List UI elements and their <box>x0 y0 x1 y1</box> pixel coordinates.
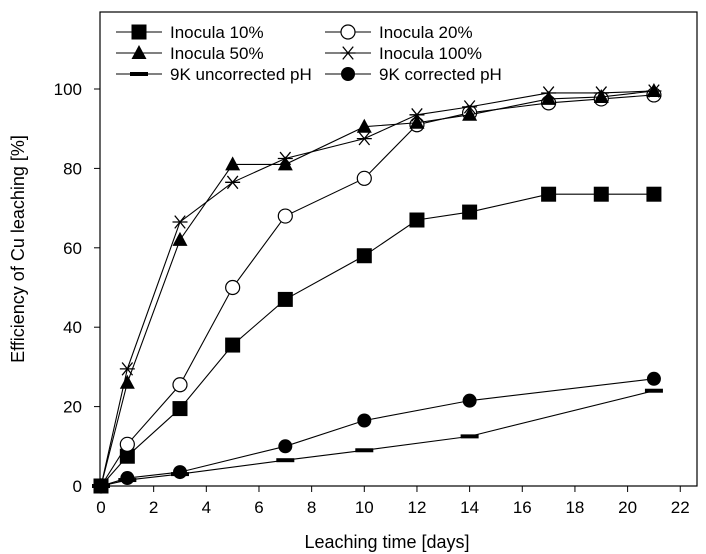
data-point <box>277 208 293 224</box>
legend-label: Inocula 20% <box>379 23 473 42</box>
legend-marker <box>131 24 147 40</box>
data-point <box>409 212 425 228</box>
x-tick-label: 8 <box>307 498 316 517</box>
data-point <box>460 434 479 439</box>
data-point <box>225 175 241 190</box>
series-line <box>100 90 654 487</box>
data-point <box>541 86 557 100</box>
data-point <box>356 131 372 146</box>
data-point <box>646 186 662 202</box>
x-tick-label: 18 <box>565 498 584 517</box>
data-point <box>120 471 135 486</box>
series-line <box>100 193 654 487</box>
data-point <box>277 156 293 171</box>
data-point <box>593 186 609 202</box>
y-axis: 0 20 40 60 80 100 <box>54 80 100 496</box>
legend-label: Inocula 100% <box>379 44 482 63</box>
data-point <box>593 88 609 103</box>
x-tick-label: 14 <box>460 498 479 517</box>
legend-item: 9K corrected pH <box>325 65 502 84</box>
data-point <box>541 90 557 105</box>
data-point <box>277 291 293 307</box>
legend-label: Inocula 50% <box>170 44 264 63</box>
x-tick-label: 10 <box>355 498 374 517</box>
data-point <box>357 413 372 428</box>
data-point <box>277 151 293 166</box>
x-tick-label: 16 <box>513 498 532 517</box>
series-line <box>100 94 654 487</box>
legend-label: 9K corrected pH <box>379 65 502 84</box>
y-tick-label: 20 <box>63 398 82 417</box>
series-1 <box>93 87 662 494</box>
data-point <box>225 337 241 353</box>
y-tick-label: 0 <box>73 477 82 496</box>
data-point <box>225 156 241 171</box>
data-point <box>462 393 477 408</box>
data-point <box>541 186 557 202</box>
data-point <box>276 458 295 463</box>
legend-marker <box>131 45 147 59</box>
data-point <box>119 374 135 389</box>
x-tick-label: 20 <box>618 498 637 517</box>
x-tick-label: 12 <box>407 498 426 517</box>
data-point <box>119 448 135 464</box>
series-3 <box>93 84 662 493</box>
series-2 <box>93 82 662 492</box>
series-line <box>100 90 654 487</box>
data-point <box>356 118 372 133</box>
data-point <box>462 100 478 114</box>
data-point <box>644 388 663 393</box>
legend-marker <box>341 67 355 81</box>
x-tick-label: 4 <box>202 498 211 517</box>
legend-item: Inocula 50% <box>116 44 264 63</box>
y-tick-label: 80 <box>63 159 82 178</box>
data-point <box>409 114 425 129</box>
data-point <box>593 86 609 100</box>
legend-item: Inocula 10% <box>116 23 264 42</box>
legend-marker <box>340 46 356 60</box>
legend-item: Inocula 20% <box>325 23 473 42</box>
x-tick-label: 22 <box>671 498 690 517</box>
plot-frame <box>99 11 698 487</box>
y-tick-label: 60 <box>63 239 82 258</box>
data-point <box>356 248 372 264</box>
data-point <box>355 448 374 453</box>
data-point <box>172 465 187 480</box>
y-tick-label: 100 <box>54 80 82 99</box>
legend-item: Inocula 100% <box>325 44 482 63</box>
data-point <box>119 362 135 376</box>
data-point <box>462 106 478 121</box>
data-point <box>172 231 188 246</box>
x-axis: 0 2 4 6 8 10 12 14 16 18 20 22 <box>96 486 690 517</box>
data-point <box>646 371 661 386</box>
legend-label: 9K uncorrected pH <box>170 65 312 84</box>
x-tick-label: 6 <box>254 498 263 517</box>
series-layer <box>92 82 663 494</box>
data-point <box>278 439 293 454</box>
x-tick-label: 2 <box>149 498 158 517</box>
data-point <box>462 204 478 220</box>
legend-label: Inocula 10% <box>170 23 264 42</box>
data-point <box>172 377 188 393</box>
data-point <box>94 479 108 493</box>
legend-item: 9K uncorrected pH <box>116 65 312 84</box>
data-point <box>172 401 188 417</box>
data-point <box>356 170 372 186</box>
legend-marker <box>340 24 356 40</box>
legend: Inocula 10% Inocula 20% Inocula 50% Inocula… <box>116 23 502 84</box>
data-point <box>646 84 662 98</box>
series-5 <box>94 371 661 493</box>
data-point <box>409 108 425 122</box>
series-0 <box>93 186 662 494</box>
y-tick-label: 40 <box>63 318 82 337</box>
legend-marker <box>130 72 148 76</box>
x-axis-title: Leaching time [days] <box>304 532 469 552</box>
data-point <box>172 215 188 229</box>
x-tick-label: 0 <box>96 498 105 517</box>
data-point <box>225 279 241 296</box>
data-point <box>119 436 135 452</box>
y-axis-title: Efficiency of Cu leaching [%] <box>8 135 28 363</box>
